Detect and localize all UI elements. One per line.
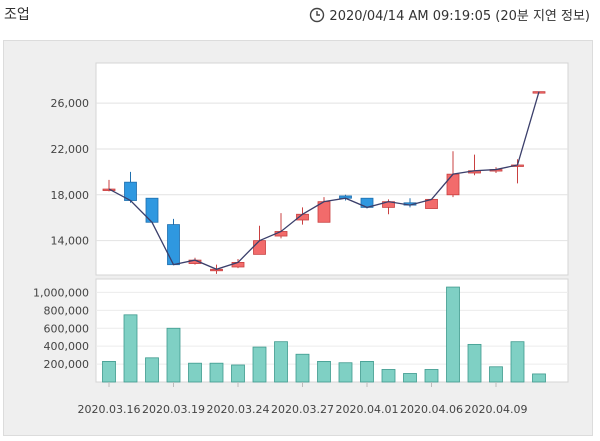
volume-bar [252, 346, 267, 383]
volume-bar [102, 360, 116, 383]
close-price-line [108, 91, 540, 270]
candle-body [253, 240, 266, 255]
volume-bar [145, 357, 159, 383]
x-tick-label: 2020.04.09 [465, 403, 528, 416]
volume-bar [274, 341, 288, 383]
volume-bar [360, 360, 374, 383]
volume-bar [532, 373, 546, 383]
volume-bar [166, 327, 181, 383]
volume-bar [317, 360, 331, 383]
candle-body [167, 224, 180, 266]
volume-tick-label: 400,000 [44, 340, 90, 353]
timestamp-bar: 2020/04/14 AM 09:19:05 (20분 지연 정보) [309, 5, 590, 24]
volume-bar [467, 343, 482, 383]
price-tick-label: 22,000 [51, 143, 90, 156]
volume-bar [231, 364, 245, 383]
x-tick-label: 2020.03.19 [142, 403, 205, 416]
volume-bar [188, 362, 202, 383]
timestamp-text: 2020/04/14 AM 09:19:05 (20분 지연 정보) [329, 9, 590, 24]
chart-panel: 14,000 18,000 22,000 26,000 200,000 400,000 6… [3, 40, 593, 436]
volume-bar [295, 353, 310, 383]
volume-bar [209, 362, 224, 383]
volume-bar [123, 314, 138, 383]
clock-icon [310, 7, 325, 22]
price-tick-label: 14,000 [51, 235, 90, 248]
x-tick-label: 2020.04.06 [400, 403, 463, 416]
volume-tick-label: 1,000,000 [33, 286, 89, 299]
x-tick-label: 2020.03.27 [271, 403, 334, 416]
volume-bar [424, 369, 439, 383]
x-tick-label: 2020.03.24 [207, 403, 270, 416]
candle-body [446, 173, 460, 196]
volume-bar [403, 373, 417, 383]
volume-bar [489, 366, 503, 383]
volume-tick-label: 600,000 [44, 322, 90, 335]
x-tick-label: 2020.04.01 [336, 403, 399, 416]
price-tick-label: 26,000 [51, 97, 90, 110]
stock-title: 조업 [4, 7, 30, 23]
x-tick-label: 2020.03.16 [78, 403, 141, 416]
volume-tick-label: 200,000 [44, 358, 90, 371]
volume-bar [338, 362, 353, 383]
volume-bar [381, 369, 396, 383]
price-tick-label: 18,000 [51, 189, 90, 202]
chart-canvas: 14,000 18,000 22,000 26,000 200,000 400,000 6… [33, 62, 569, 416]
volume-tick-label: 800,000 [44, 304, 90, 317]
volume-bar [446, 286, 460, 383]
volume-bar [510, 341, 525, 383]
